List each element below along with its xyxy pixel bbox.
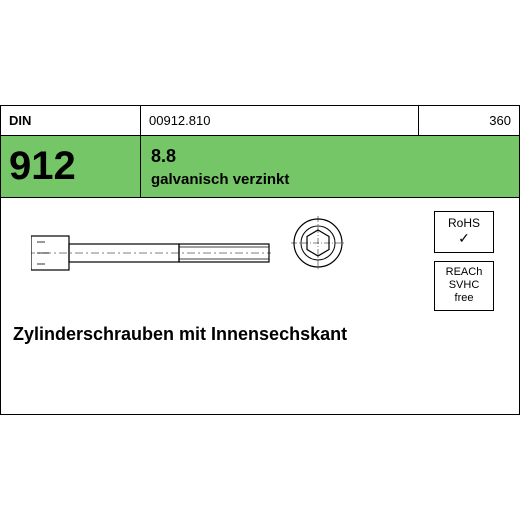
rohs-label: RoHS	[437, 216, 491, 230]
reach-line2: SVHC	[437, 279, 491, 292]
check-icon: ✓	[437, 230, 491, 247]
din-number-cell: 912	[1, 136, 141, 197]
bolt-hex-icon	[291, 216, 345, 270]
strength-class: 8.8	[151, 146, 509, 167]
reach-badge: REACh SVHC free	[434, 261, 494, 311]
header-row: DIN 00912.810 360	[1, 106, 519, 136]
bolt-side-icon	[31, 228, 271, 278]
din-number: 912	[9, 144, 76, 189]
rohs-badge: RoHS ✓	[434, 211, 494, 253]
code: 360	[419, 106, 519, 135]
spec-details: 8.8 galvanisch verzinkt	[141, 136, 519, 197]
reach-line3: free	[437, 292, 491, 305]
product-description: Zylinderschrauben mit Innensechskant	[13, 324, 347, 345]
reach-line1: REACh	[437, 266, 491, 279]
part-number: 00912.810	[141, 106, 419, 135]
finish: galvanisch verzinkt	[151, 171, 509, 188]
standard-label: DIN	[1, 106, 141, 135]
spec-row: 912 8.8 galvanisch verzinkt	[1, 136, 519, 198]
product-spec-card: DIN 00912.810 360 912 8.8 galvanisch ver…	[0, 105, 520, 415]
